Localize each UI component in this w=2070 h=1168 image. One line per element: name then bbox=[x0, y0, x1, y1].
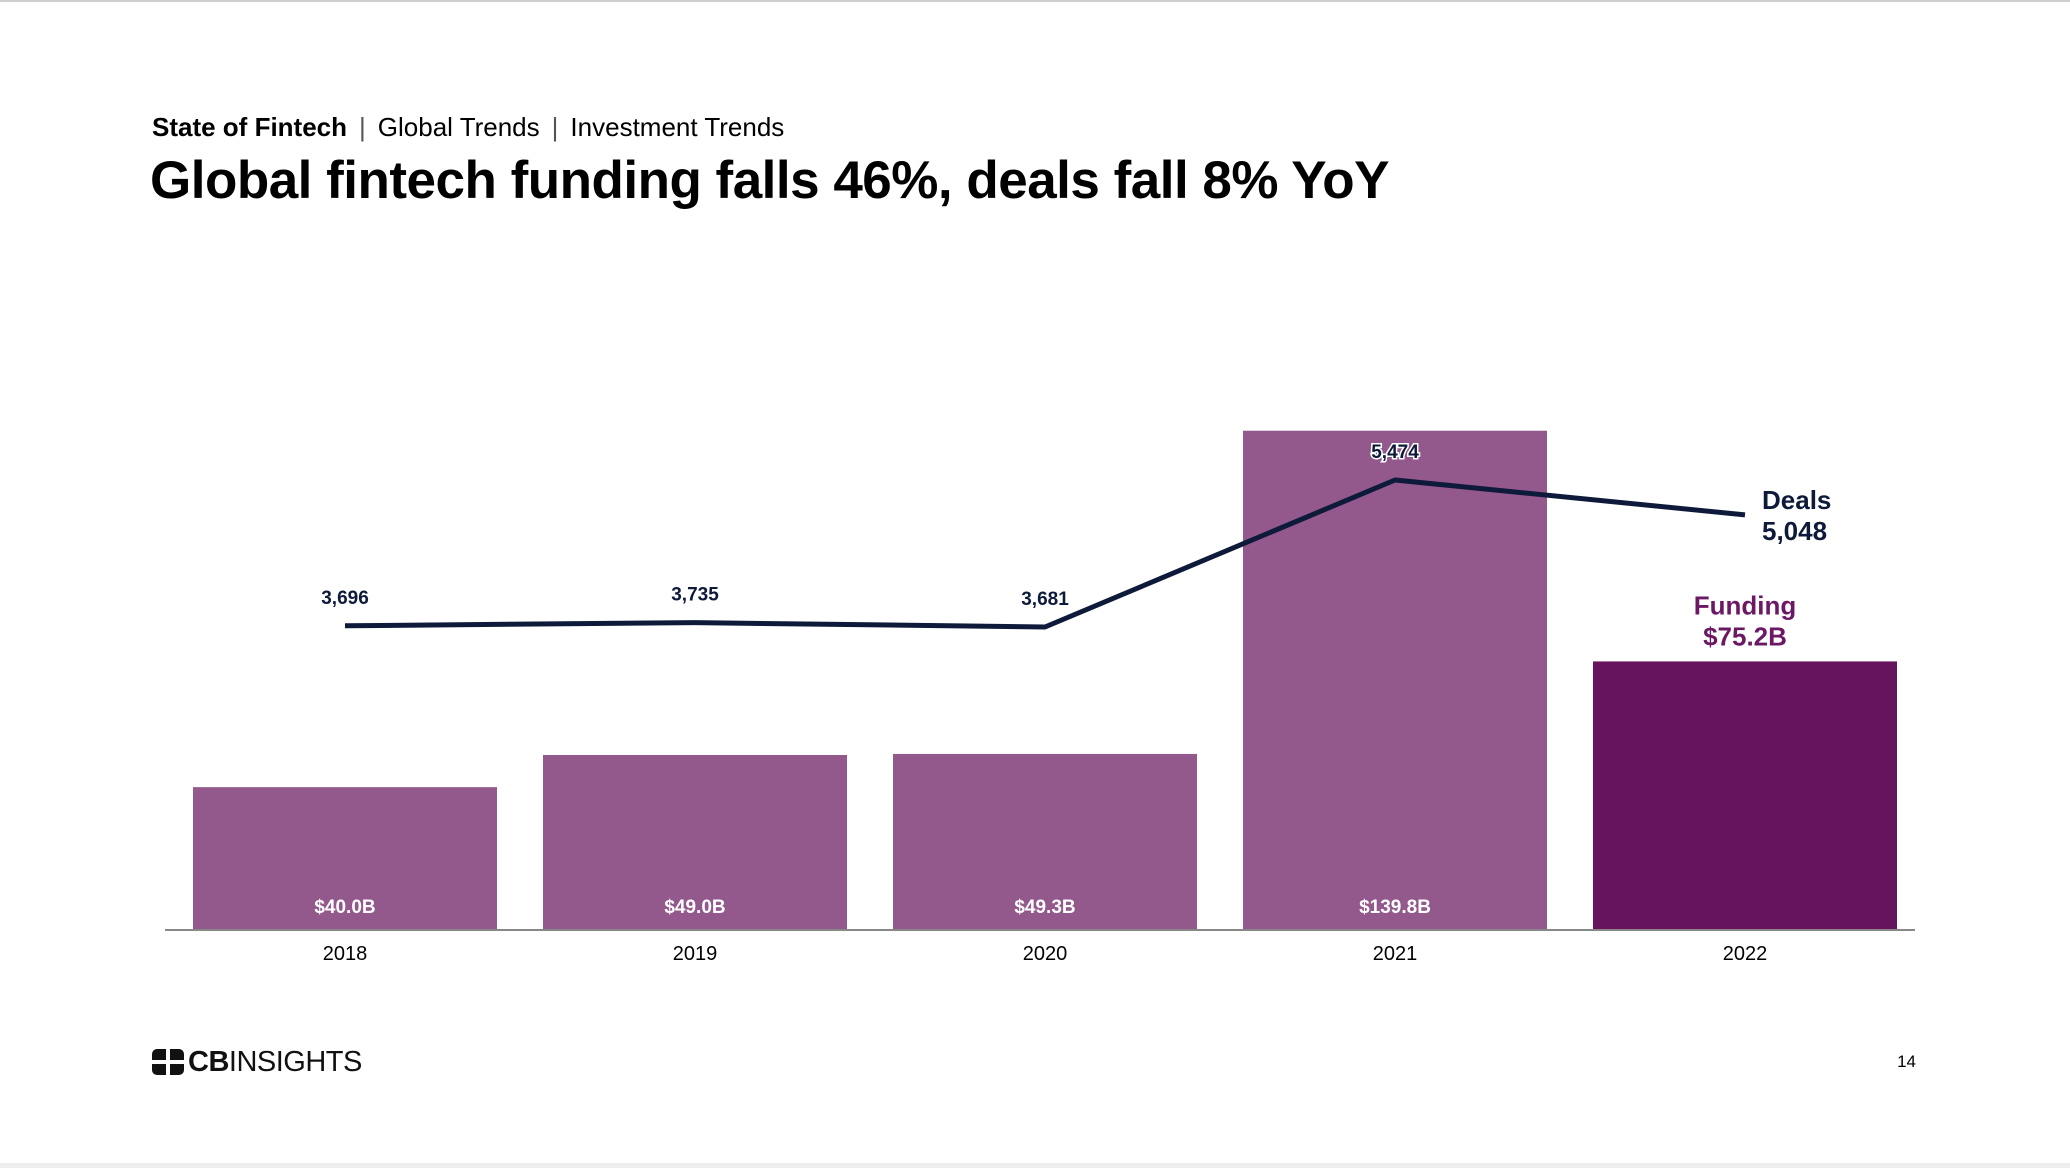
deals-data-label: 3,681 bbox=[1021, 589, 1069, 610]
x-tick-label: 2021 bbox=[1373, 943, 1418, 965]
x-tick-label: 2019 bbox=[673, 943, 718, 965]
funding-bar-label: $139.8B bbox=[1359, 897, 1431, 918]
logo-text-insights: INSIGHTS bbox=[228, 1045, 362, 1078]
breadcrumb-item-global-trends: Global Trends bbox=[377, 112, 540, 142]
top-divider bbox=[0, 0, 2070, 2]
funding-bar-2021 bbox=[1243, 430, 1547, 930]
deals-line bbox=[344, 477, 1746, 630]
cb-insights-logo-icon bbox=[152, 1049, 184, 1075]
funding-callout-name: Funding bbox=[1694, 590, 1797, 620]
funding-bar-2020 bbox=[893, 753, 1197, 930]
cb-insights-logo: CBINSIGHTS bbox=[152, 1045, 362, 1078]
funding-bar-label: $40.0B bbox=[314, 897, 375, 918]
funding-bar-label: $49.3B bbox=[1014, 897, 1075, 918]
deals-data-label: 3,696 bbox=[321, 588, 369, 609]
breadcrumb: State of Fintech | Global Trends | Investmen… bbox=[152, 112, 784, 143]
funding-bar-2022 bbox=[1593, 661, 1897, 930]
breadcrumb-separator: | bbox=[359, 112, 366, 142]
page-number: 14 bbox=[1897, 1052, 1916, 1071]
x-tick-label: 2020 bbox=[1023, 943, 1068, 965]
page-title: Global fintech funding falls 46%, deals … bbox=[150, 151, 1389, 210]
deals-data-label: 3,735 bbox=[671, 585, 719, 606]
bottom-divider bbox=[0, 1163, 2070, 1168]
breadcrumb-item-investment-trends: Investment Trends bbox=[570, 112, 785, 142]
x-tick-label: 2022 bbox=[1723, 943, 1768, 965]
funding-bar-2018 bbox=[193, 787, 497, 930]
deals-callout-name: Deals bbox=[1762, 485, 1831, 515]
deals-callout-value: 5,048 bbox=[1762, 516, 1827, 546]
x-tick-label: 2018 bbox=[323, 943, 368, 965]
logo-text-cb: CB bbox=[188, 1045, 229, 1078]
funding-bar-label: $49.0B bbox=[664, 897, 725, 918]
breadcrumb-separator: | bbox=[551, 112, 559, 142]
breadcrumb-item-state-of-fintech: State of Fintech bbox=[152, 112, 348, 142]
funding-callout-value: $75.2B bbox=[1703, 621, 1787, 651]
funding-bar-2019 bbox=[543, 755, 847, 930]
deals-data-label: 5,474 bbox=[1371, 442, 1419, 463]
